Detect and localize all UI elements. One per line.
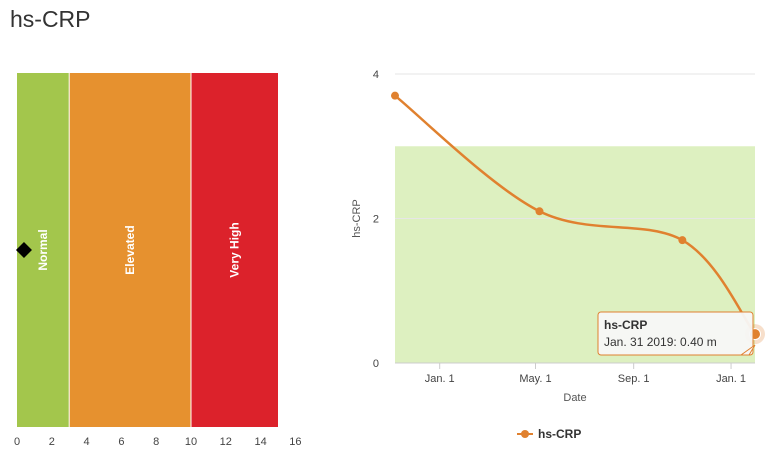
- band-label: Very High: [228, 222, 242, 277]
- tooltip: hs-CRP Jan. 31 2019: 0.40 m: [597, 311, 756, 356]
- x-tick-label: 10: [185, 436, 197, 448]
- tooltip-box: [597, 311, 754, 356]
- range-band: [69, 73, 191, 427]
- tooltip-text: Jan. 31 2019: 0.40 m: [604, 335, 717, 349]
- x-tick-label: 2: [49, 436, 55, 448]
- legend-item[interactable]: hs-CRP: [517, 427, 581, 441]
- x-tick-label: May. 1: [519, 373, 551, 385]
- y-tick-label: 0: [373, 358, 379, 370]
- x-tick-label: 12: [220, 436, 232, 448]
- legend-label: hs-CRP: [538, 427, 581, 441]
- data-point[interactable]: [391, 91, 399, 100]
- y-tick-label: 2: [373, 214, 379, 226]
- x-tick-label: 4: [84, 436, 90, 448]
- legend-marker: [521, 430, 529, 438]
- page-title: hs-CRP: [10, 6, 91, 32]
- series-line: [394, 94, 756, 335]
- x-tick-label: 6: [118, 436, 124, 448]
- tooltip-pointer: [739, 344, 756, 356]
- band-label: Elevated: [123, 225, 137, 274]
- value-marker: [15, 242, 32, 258]
- range-band: [191, 73, 278, 427]
- x-tick-label: Jan. 1: [716, 373, 746, 385]
- x-tick-label: 8: [153, 436, 159, 448]
- x-tick-label: Jan. 1: [425, 373, 455, 385]
- band-label: Normal: [36, 229, 50, 270]
- x-tick-label: Sep. 1: [618, 373, 650, 385]
- y-tick-label: 4: [373, 69, 379, 81]
- data-point[interactable]: [535, 207, 544, 216]
- range-chart: Normal Elevated Very High 0 2 4 6 8 10 12 14 16: [14, 73, 302, 448]
- y-axis-title: hs-CRP: [351, 199, 363, 238]
- data-point[interactable]: [678, 236, 687, 245]
- x-tick-label: 14: [254, 436, 266, 448]
- x-tick-label: 0: [14, 436, 20, 448]
- x-axis-title: Date: [563, 392, 586, 404]
- x-tick-label: 16: [289, 436, 301, 448]
- tooltip-title: hs-CRP: [604, 318, 647, 332]
